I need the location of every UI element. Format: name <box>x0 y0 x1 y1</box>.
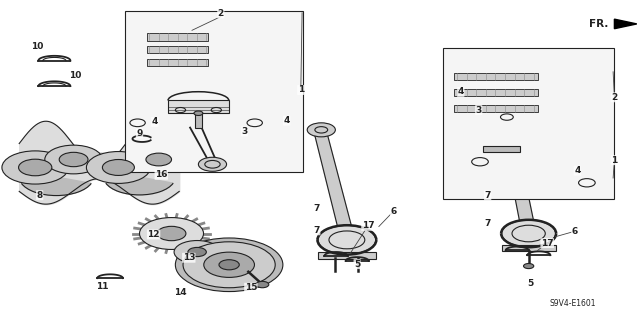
Bar <box>147 46 208 53</box>
Text: 7: 7 <box>314 204 320 213</box>
Circle shape <box>157 226 186 241</box>
Text: 8: 8 <box>36 191 43 200</box>
Polygon shape <box>500 123 534 222</box>
Wedge shape <box>106 177 173 195</box>
Circle shape <box>19 159 52 176</box>
Circle shape <box>307 123 335 137</box>
Circle shape <box>146 153 172 166</box>
Circle shape <box>174 241 220 263</box>
Text: 3: 3 <box>241 127 248 136</box>
Text: 17: 17 <box>541 239 554 248</box>
Circle shape <box>219 260 239 270</box>
Circle shape <box>183 242 275 288</box>
Circle shape <box>204 252 255 278</box>
Bar <box>195 113 202 128</box>
Circle shape <box>198 157 227 171</box>
Circle shape <box>102 160 134 175</box>
Wedge shape <box>21 177 92 196</box>
Circle shape <box>140 218 204 249</box>
Circle shape <box>45 145 102 174</box>
Text: 9: 9 <box>136 129 143 138</box>
Bar <box>147 33 208 41</box>
Bar <box>168 100 229 113</box>
Text: 2: 2 <box>611 93 618 102</box>
Text: 1: 1 <box>611 156 618 165</box>
Circle shape <box>188 248 206 256</box>
Bar <box>125 11 303 172</box>
Bar <box>443 48 614 199</box>
Circle shape <box>318 226 376 254</box>
Text: 6: 6 <box>390 207 397 216</box>
Circle shape <box>2 151 68 184</box>
Bar <box>454 105 538 112</box>
Text: FR.: FR. <box>589 19 608 29</box>
Text: 7: 7 <box>484 219 491 228</box>
Text: 5: 5 <box>527 279 533 288</box>
Circle shape <box>256 281 269 288</box>
Text: 2: 2 <box>218 9 224 18</box>
Circle shape <box>86 152 150 183</box>
Text: 4: 4 <box>284 116 290 125</box>
Text: 5: 5 <box>354 260 360 269</box>
Bar <box>454 73 538 80</box>
Text: 16: 16 <box>155 170 168 179</box>
Text: 15: 15 <box>244 283 257 292</box>
Bar <box>147 59 208 66</box>
Text: 11: 11 <box>96 282 109 291</box>
Circle shape <box>60 152 88 167</box>
Polygon shape <box>315 136 352 228</box>
Bar <box>454 89 538 96</box>
Text: 14: 14 <box>174 288 187 297</box>
Text: 12: 12 <box>147 230 160 239</box>
Text: 10: 10 <box>69 71 82 80</box>
Text: 7: 7 <box>484 191 491 200</box>
Text: 10: 10 <box>31 42 44 51</box>
Circle shape <box>194 111 203 115</box>
Wedge shape <box>69 153 133 170</box>
Text: 4: 4 <box>152 117 158 126</box>
Text: S9V4-E1601: S9V4-E1601 <box>549 299 596 308</box>
Text: 4: 4 <box>574 166 580 175</box>
Bar <box>502 245 556 251</box>
Text: 4: 4 <box>458 87 464 96</box>
Polygon shape <box>614 19 637 29</box>
Circle shape <box>133 147 184 172</box>
Circle shape <box>502 220 556 247</box>
Bar <box>318 252 376 259</box>
Text: 3: 3 <box>476 106 482 115</box>
Bar <box>483 146 520 152</box>
Circle shape <box>493 110 521 124</box>
Text: 17: 17 <box>362 221 374 230</box>
Circle shape <box>524 263 534 269</box>
Text: 7: 7 <box>314 226 320 235</box>
Text: 1: 1 <box>298 85 304 94</box>
Circle shape <box>175 238 283 292</box>
Text: 6: 6 <box>572 227 578 236</box>
Text: 13: 13 <box>182 253 195 262</box>
